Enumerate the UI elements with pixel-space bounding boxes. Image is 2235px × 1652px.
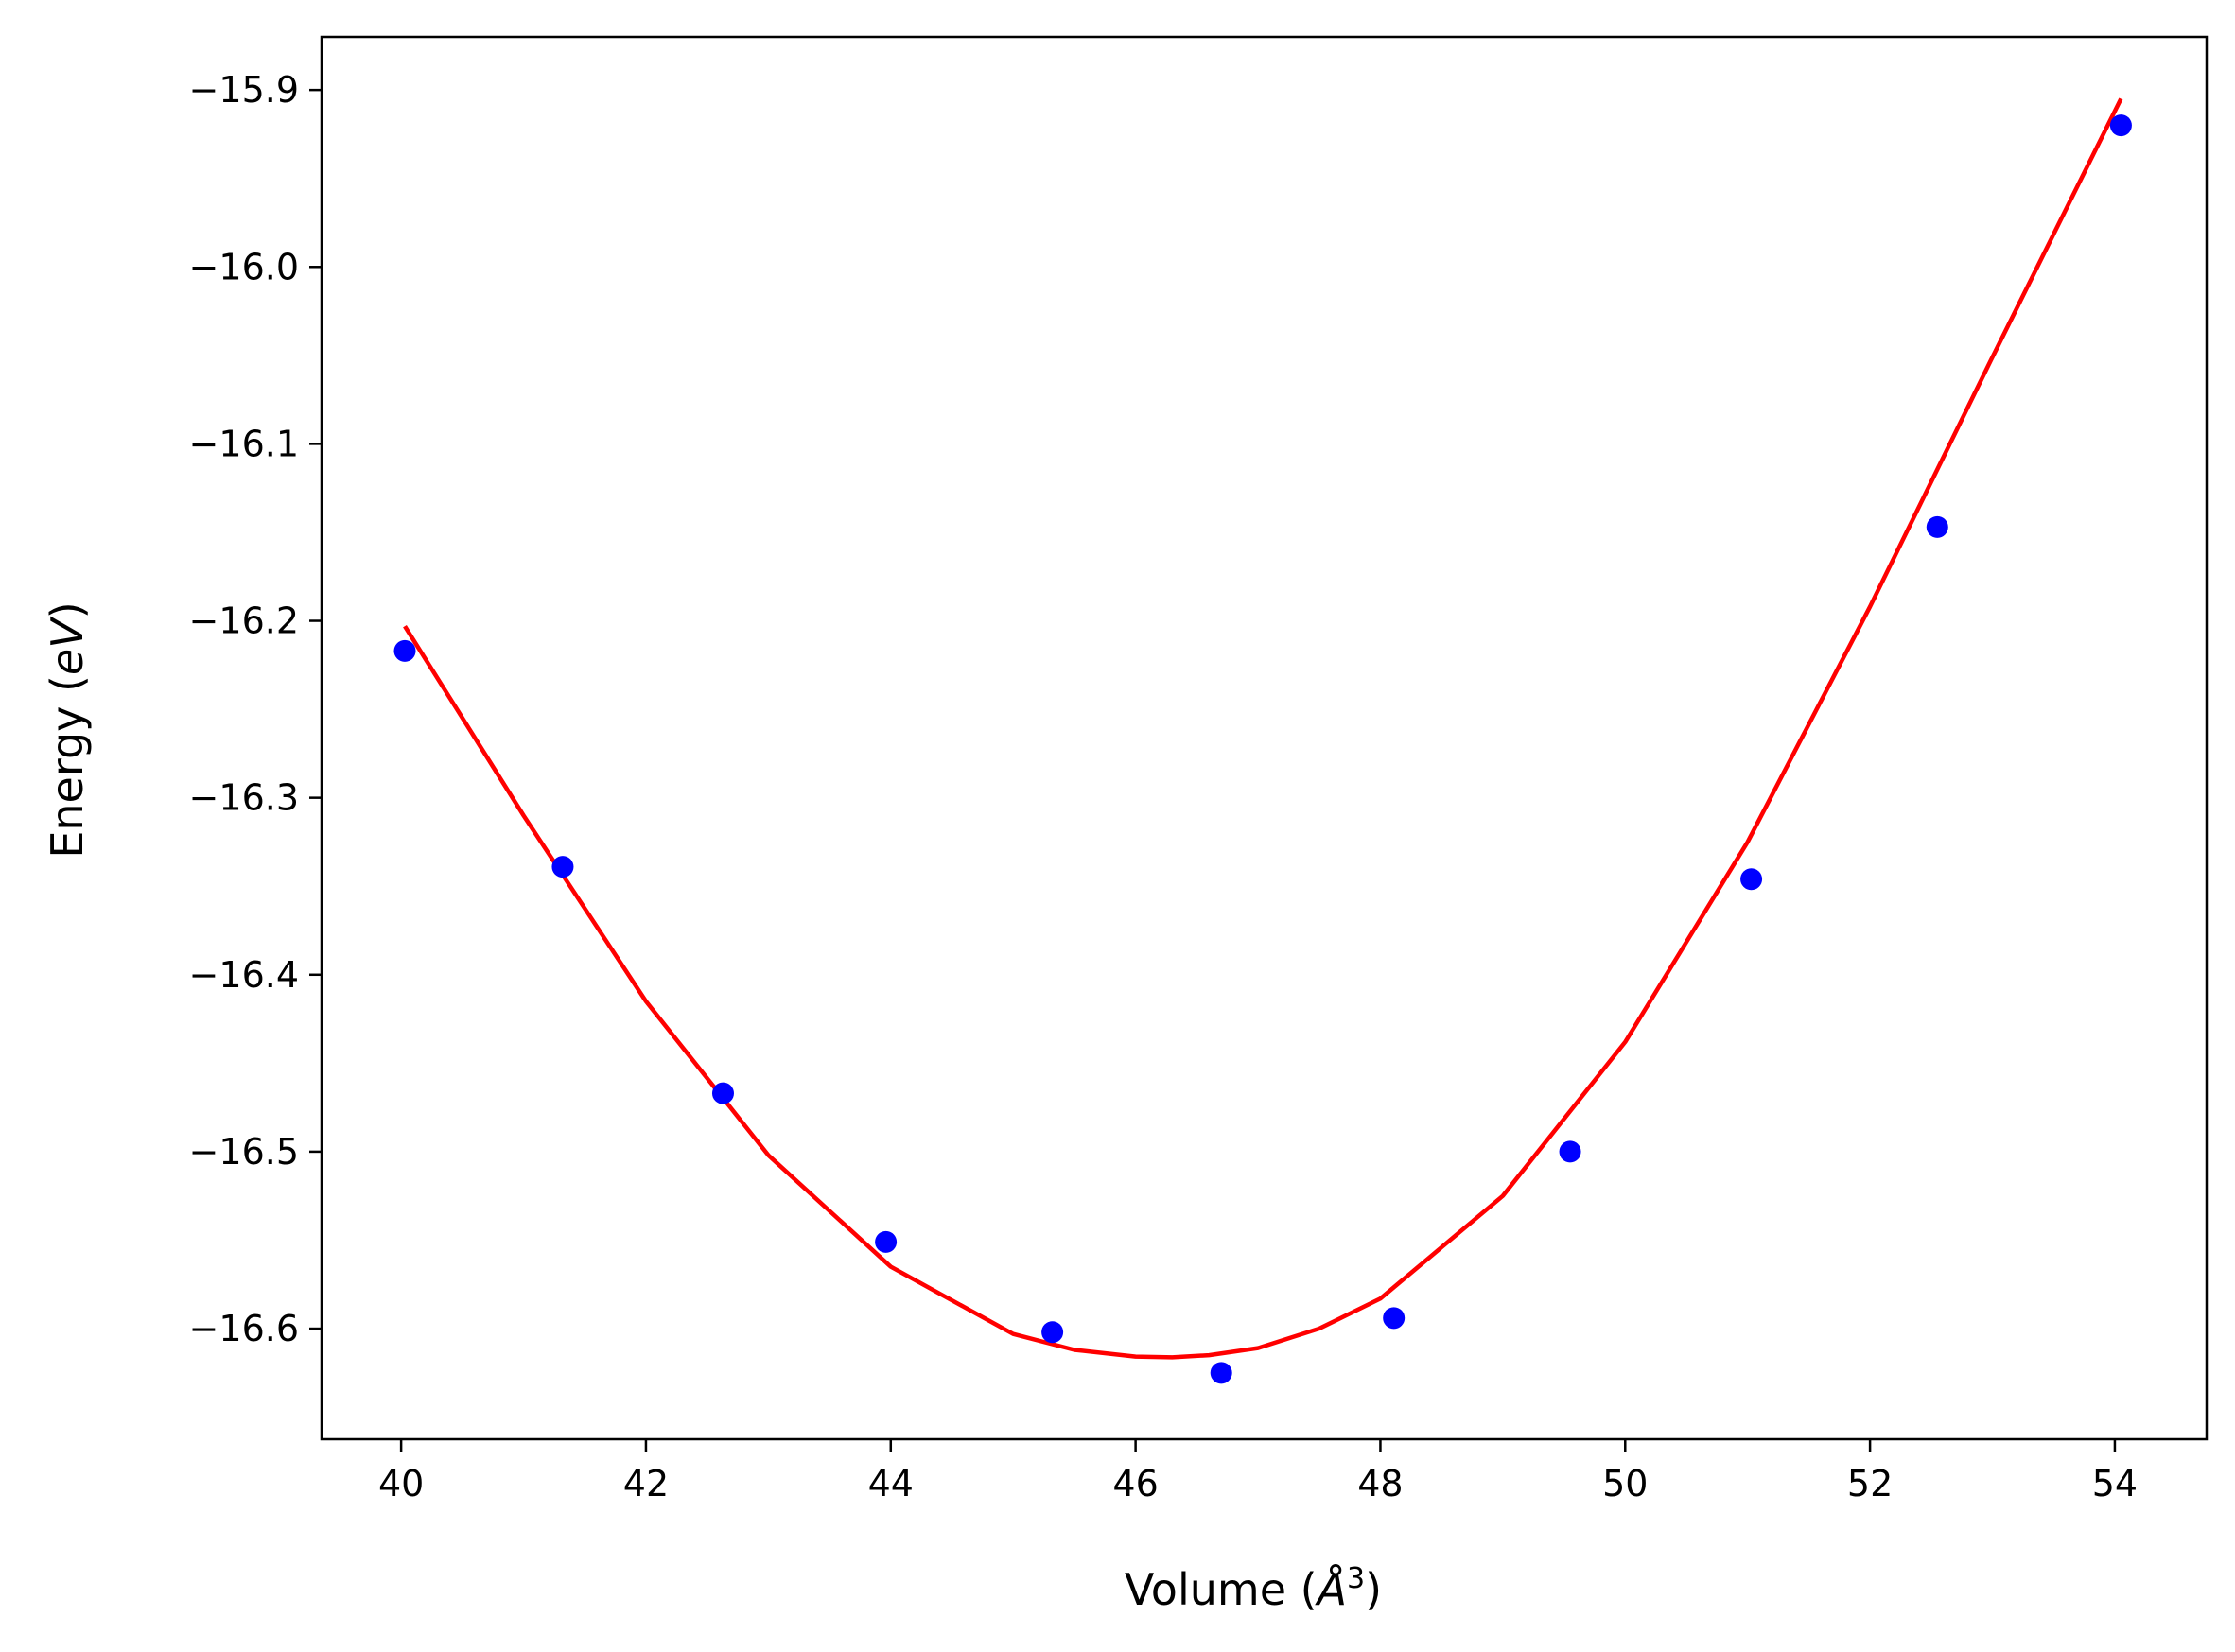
data-point (711, 1082, 734, 1104)
data-point (551, 856, 574, 878)
plot-frame (320, 35, 2209, 1441)
y-tick-label: −16.6 (189, 1308, 299, 1349)
y-ticks: −15.9 −16.0 −16.1 −16.2 −16.3 −16.4 −16.5 −16.6 (189, 69, 322, 1349)
data-point (1210, 1362, 1232, 1384)
data-points-layer (393, 114, 2132, 1384)
y-tick-label: −15.9 (189, 69, 299, 111)
data-point (1740, 868, 1763, 891)
x-tick-label: 48 (1357, 1463, 1403, 1504)
x-tick-label: 40 (378, 1463, 424, 1504)
x-tick-label: 44 (868, 1463, 914, 1504)
data-point (875, 1230, 898, 1253)
y-tick-label: −16.1 (189, 423, 299, 464)
x-tick-label: 50 (1602, 1463, 1648, 1504)
data-point (1383, 1307, 1406, 1330)
x-tick-label: 52 (1847, 1463, 1893, 1504)
y-tick-label: −16.0 (189, 246, 299, 287)
data-point (1559, 1140, 1581, 1163)
fit-curve (403, 97, 2123, 1360)
y-tick-label: −16.2 (189, 600, 299, 642)
x-axis-label: Volume (Å3) (1125, 1562, 1382, 1615)
y-tick-label: −16.5 (189, 1131, 299, 1173)
y-tick-label: −16.4 (189, 954, 299, 996)
data-point (393, 639, 416, 662)
data-point (1041, 1321, 1064, 1344)
x-tick-label: 46 (1112, 1463, 1158, 1504)
x-tick-label: 42 (623, 1463, 669, 1504)
fit-curve-layer (403, 97, 2123, 1360)
y-tick-label: −16.3 (189, 777, 299, 819)
data-point (2109, 114, 2132, 137)
data-point (1926, 515, 1948, 538)
y-axis-label: Energy (eV) (42, 601, 93, 858)
x-tick-label: 54 (2092, 1463, 2138, 1504)
x-ticks: 40 42 44 46 48 50 52 54 (378, 1439, 2138, 1504)
